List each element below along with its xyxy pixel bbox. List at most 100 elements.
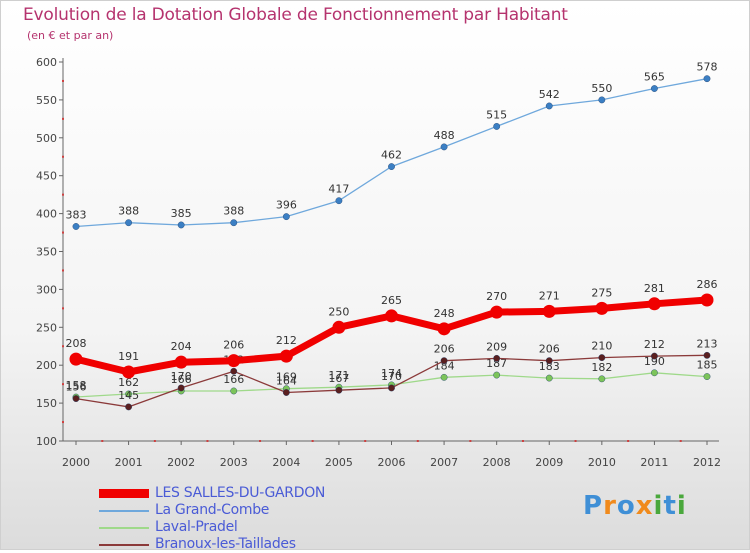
data-point-la-grand-combe bbox=[282, 213, 290, 221]
data-label-laval-pradel: 184 bbox=[434, 359, 455, 372]
data-label-la-grand-combe: 396 bbox=[276, 199, 297, 212]
x-minor-tick bbox=[206, 440, 209, 442]
data-point-la-grand-combe bbox=[230, 219, 238, 227]
x-tick-label: 2010 bbox=[588, 456, 616, 469]
data-label-branoux-les-taillades: 164 bbox=[276, 374, 297, 387]
data-label-laval-pradel: 190 bbox=[644, 355, 665, 368]
data-point-les-salles-du-gardon bbox=[279, 349, 293, 363]
y-tick-label: 450 bbox=[36, 170, 57, 183]
data-label-les-salles-du-gardon: 270 bbox=[486, 290, 507, 303]
x-minor-tick bbox=[521, 440, 524, 442]
x-minor-tick bbox=[679, 440, 682, 442]
data-label-la-grand-combe: 462 bbox=[381, 149, 402, 162]
data-point-branoux-les-taillades bbox=[125, 403, 132, 411]
y-minor-tick bbox=[62, 269, 64, 272]
data-label-la-grand-combe: 388 bbox=[118, 205, 139, 218]
chart-legend: LES SALLES-DU-GARDON La Grand-Combe Laval-… bbox=[99, 485, 359, 553]
x-minor-tick bbox=[574, 440, 577, 442]
x-minor-tick bbox=[364, 440, 367, 442]
data-label-laval-pradel: 166 bbox=[223, 373, 244, 386]
data-point-branoux-les-taillades bbox=[493, 354, 501, 362]
y-tick-label: 400 bbox=[36, 208, 57, 221]
x-tick-label: 2001 bbox=[115, 456, 143, 469]
data-point-les-salles-du-gardon bbox=[437, 322, 451, 336]
data-label-laval-pradel: 162 bbox=[118, 376, 139, 389]
data-label-la-grand-combe: 515 bbox=[486, 108, 507, 121]
data-label-branoux-les-taillades: 156 bbox=[66, 381, 87, 394]
data-point-laval-pradel bbox=[703, 373, 711, 380]
data-point-laval-pradel bbox=[125, 390, 132, 398]
data-label-les-salles-du-gardon: 191 bbox=[118, 350, 139, 363]
data-point-les-salles-du-gardon bbox=[595, 301, 609, 315]
y-minor-tick bbox=[62, 79, 64, 82]
data-point-laval-pradel bbox=[440, 373, 448, 381]
y-tick-label: 150 bbox=[36, 397, 57, 410]
data-point-la-grand-combe bbox=[125, 219, 132, 227]
data-label-la-grand-combe: 542 bbox=[539, 88, 560, 101]
logo-letter: i bbox=[676, 491, 687, 521]
x-tick-label: 2003 bbox=[220, 456, 248, 469]
data-point-branoux-les-taillades bbox=[703, 351, 711, 359]
y-tick-label: 200 bbox=[36, 359, 57, 372]
x-minor-tick bbox=[469, 440, 472, 442]
x-tick-label: 2002 bbox=[167, 456, 195, 469]
data-point-branoux-les-taillades bbox=[440, 357, 448, 365]
data-label-branoux-les-taillades: 206 bbox=[539, 343, 560, 356]
data-label-les-salles-du-gardon: 275 bbox=[591, 286, 612, 299]
data-point-la-grand-combe bbox=[598, 96, 606, 104]
x-minor-tick bbox=[101, 440, 104, 442]
data-point-les-salles-du-gardon bbox=[122, 365, 136, 379]
y-tick-label: 600 bbox=[36, 56, 57, 69]
data-label-laval-pradel: 187 bbox=[486, 357, 507, 370]
data-label-la-grand-combe: 488 bbox=[434, 129, 455, 142]
data-point-la-grand-combe bbox=[177, 221, 185, 229]
x-tick-label: 2004 bbox=[272, 456, 300, 469]
data-label-les-salles-du-gardon: 208 bbox=[66, 337, 87, 350]
data-label-les-salles-du-gardon: 206 bbox=[223, 339, 244, 352]
logo-letter: r bbox=[603, 491, 617, 521]
data-point-les-salles-du-gardon bbox=[542, 304, 556, 318]
data-label-les-salles-du-gardon: 286 bbox=[697, 278, 718, 291]
data-label-la-grand-combe: 578 bbox=[697, 61, 718, 74]
data-label-la-grand-combe: 388 bbox=[223, 205, 244, 218]
x-minor-tick bbox=[627, 440, 630, 442]
x-tick-label: 2005 bbox=[325, 456, 353, 469]
legend-swatch-la-grand-combe bbox=[99, 510, 149, 512]
legend-swatch-les-salles-du-gardon bbox=[99, 489, 149, 498]
x-minor-tick bbox=[416, 440, 419, 442]
logo-letter: o bbox=[616, 491, 636, 521]
data-point-la-grand-combe bbox=[72, 223, 80, 230]
data-point-la-grand-combe bbox=[703, 75, 711, 83]
data-label-branoux-les-taillades: 210 bbox=[591, 340, 612, 353]
data-point-branoux-les-taillades bbox=[72, 395, 80, 402]
data-label-laval-pradel: 169 bbox=[276, 371, 297, 384]
data-label-la-grand-combe: 417 bbox=[328, 183, 349, 196]
data-point-la-grand-combe bbox=[440, 143, 448, 151]
data-point-branoux-les-taillades bbox=[545, 357, 553, 365]
data-point-branoux-les-taillades bbox=[177, 384, 185, 392]
data-label-branoux-les-taillades: 206 bbox=[434, 343, 455, 356]
data-point-la-grand-combe bbox=[545, 102, 553, 110]
logo-letter: t bbox=[663, 491, 677, 521]
data-label-les-salles-du-gardon: 248 bbox=[434, 307, 455, 320]
y-minor-tick bbox=[62, 231, 64, 234]
data-point-laval-pradel bbox=[493, 371, 501, 379]
data-point-les-salles-du-gardon bbox=[69, 352, 83, 366]
data-label-les-salles-du-gardon: 250 bbox=[328, 305, 349, 318]
x-minor-tick bbox=[259, 440, 262, 442]
y-tick-label: 250 bbox=[36, 321, 57, 334]
data-point-laval-pradel bbox=[230, 387, 238, 395]
x-tick-label: 2009 bbox=[535, 456, 563, 469]
data-label-laval-pradel: 185 bbox=[697, 359, 718, 372]
data-label-laval-pradel: 166 bbox=[171, 373, 192, 386]
x-minor-tick bbox=[311, 440, 314, 442]
data-label-laval-pradel: 171 bbox=[328, 369, 349, 382]
legend-item-la-grand-combe: La Grand-Combe bbox=[99, 502, 359, 519]
data-label-branoux-les-taillades: 167 bbox=[328, 372, 349, 385]
legend-item-les-salles-du-gardon: LES SALLES-DU-GARDON bbox=[99, 485, 359, 502]
data-label-branoux-les-taillades: 170 bbox=[381, 370, 402, 383]
data-point-laval-pradel bbox=[598, 375, 606, 383]
y-minor-tick bbox=[62, 117, 64, 120]
legend-item-laval-pradel: Laval-Pradel bbox=[99, 519, 359, 536]
